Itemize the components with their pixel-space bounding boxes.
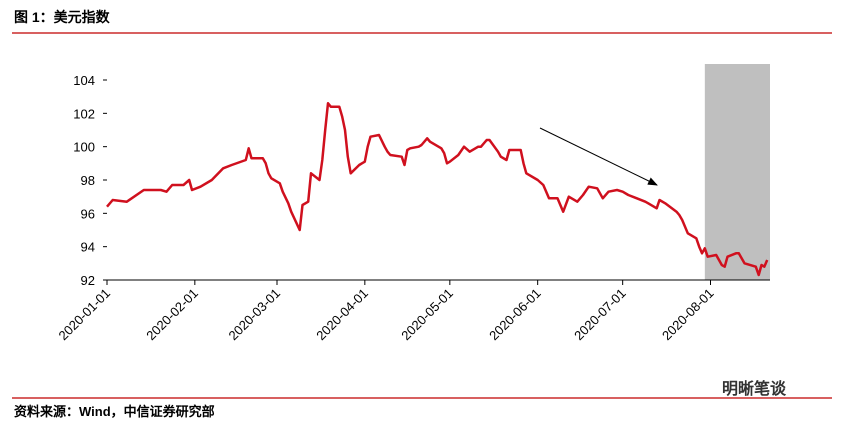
y-tick-label: 100 [73,140,95,155]
x-tick-label: 2020-05-01 [398,286,456,344]
x-tick-label: 2020-04-01 [313,286,371,344]
x-tick-label: 2020-01-01 [55,286,113,344]
highlight-band [704,64,770,280]
y-tick-label: 92 [81,273,95,288]
x-tick-label: 2020-07-01 [571,286,629,344]
x-tick-label: 2020-06-01 [486,286,544,344]
y-tick-label: 104 [73,73,95,88]
x-tick-label: 2020-02-01 [143,286,201,344]
chart-title: 图 1：美元指数 [14,9,111,25]
watermark: 明晰笔谈 [722,379,787,398]
plot: 92 94 96 98 100 102 104 2020-01-01 2020-02-01 202… [55,64,770,343]
y-tick-label: 94 [81,240,95,255]
y-tick-label: 96 [81,206,95,221]
y-tick-label: 98 [81,173,95,188]
trend-arrow [539,127,658,186]
y-tick-label: 102 [73,106,95,121]
x-tick-label: 2020-03-01 [225,286,283,344]
source: 资料来源：Wind，中信证券研究部 [14,404,215,419]
x-tick-label: 2020-08-01 [659,286,717,344]
data-line [106,102,769,277]
